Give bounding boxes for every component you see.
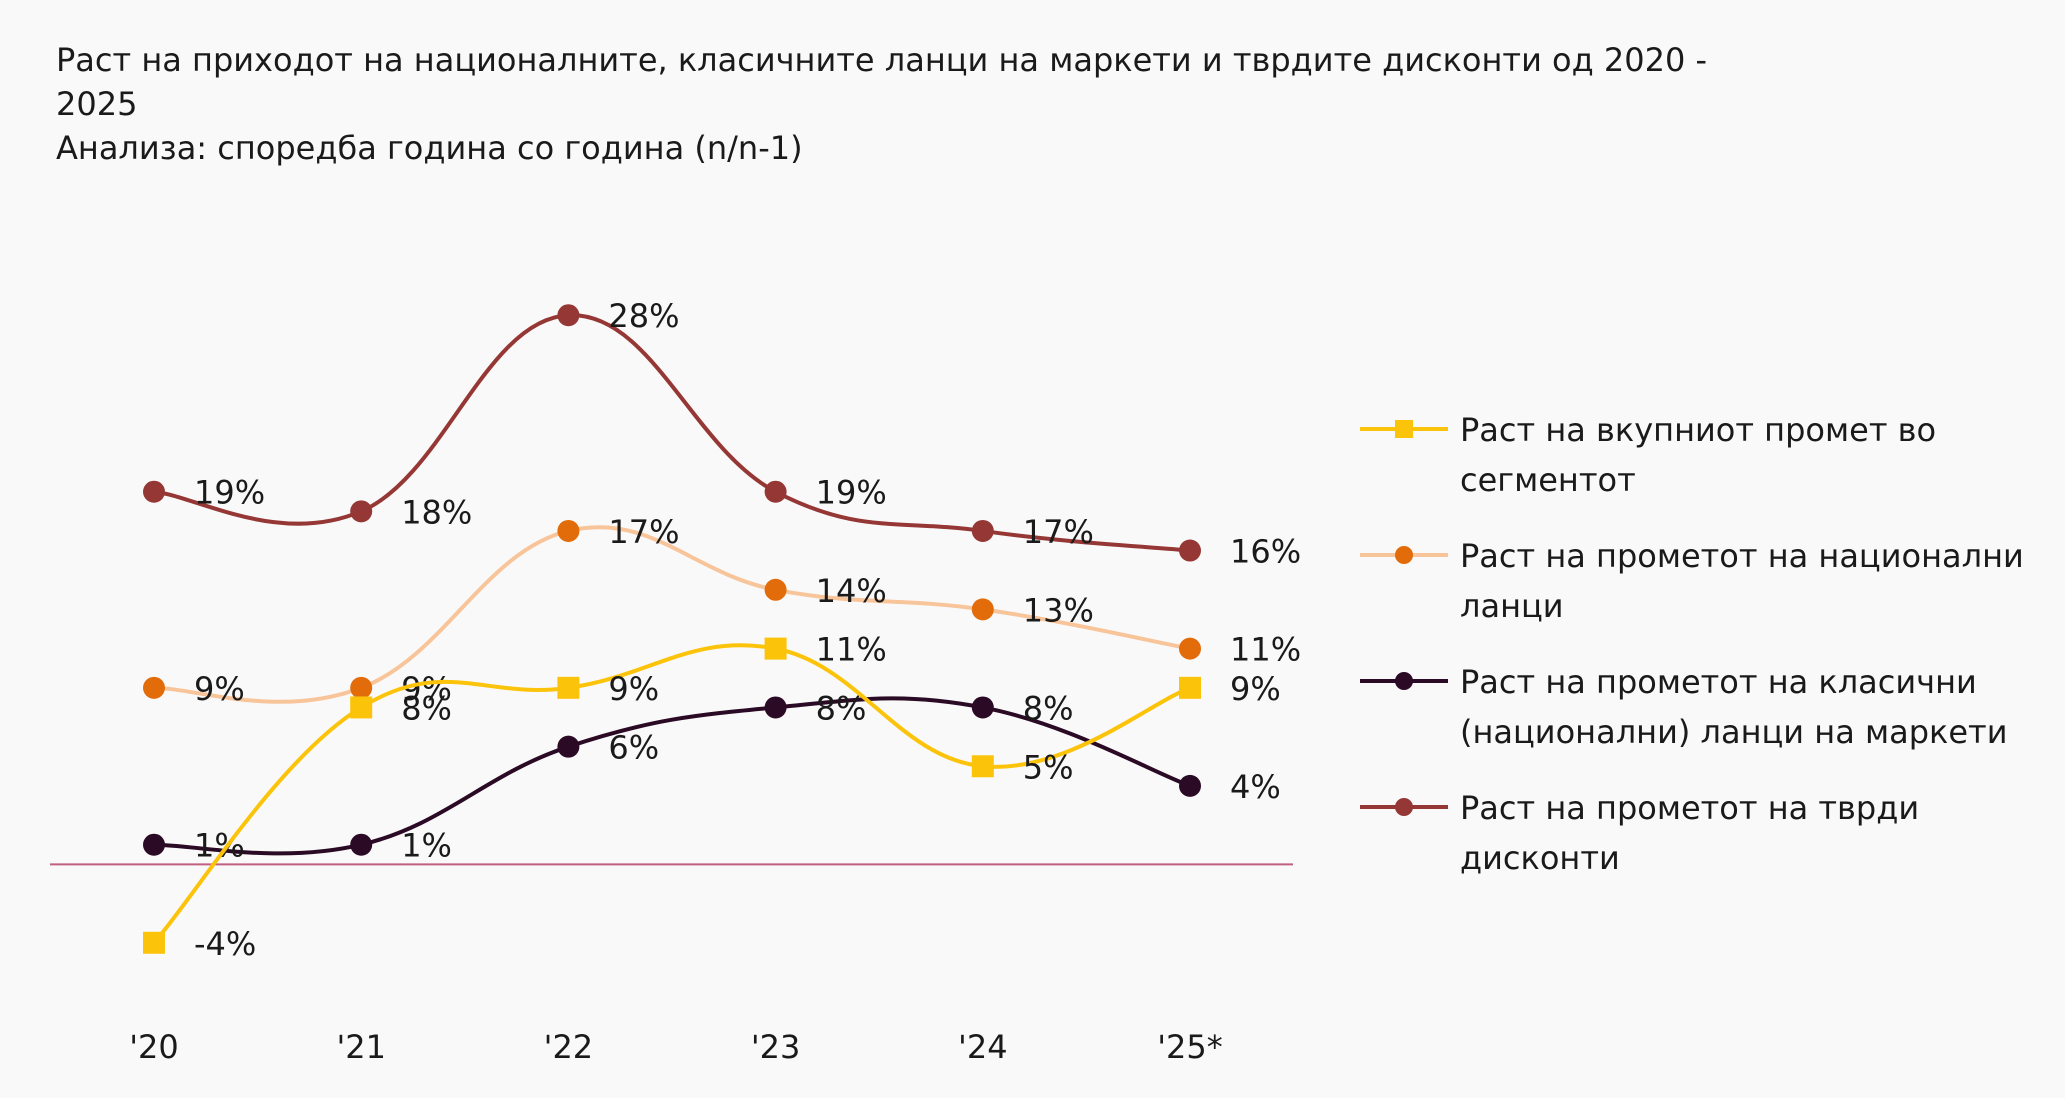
chart-title: Раст на приходот на националните, класич… xyxy=(56,38,1756,170)
data-label: 17% xyxy=(1023,513,1094,551)
series-line xyxy=(152,643,1191,945)
data-label: 16% xyxy=(1230,533,1301,571)
data-point-marker xyxy=(764,578,787,601)
data-label: 9% xyxy=(608,670,659,708)
data-point-marker xyxy=(350,676,373,699)
data-label: -4% xyxy=(194,925,256,963)
data-point-marker xyxy=(971,755,994,778)
legend-item-national-chains: Раст на прометот на национални ланци xyxy=(1360,531,2060,631)
x-tick-label: '25* xyxy=(1157,1028,1223,1066)
data-label: 11% xyxy=(1230,631,1301,669)
legend-label: Раст на прометот на класични xyxy=(1460,663,1977,701)
data-label: 9% xyxy=(1230,670,1281,708)
data-label: 6% xyxy=(608,729,659,767)
title-line-1: Раст на приходот на националните, класич… xyxy=(56,41,1708,79)
data-point-marker xyxy=(971,519,994,542)
legend-label: ланци xyxy=(1460,587,1564,625)
legend-label: Раст на прометот на национални xyxy=(1460,537,2024,575)
data-point-marker xyxy=(971,696,994,719)
data-label: 19% xyxy=(816,474,887,512)
data-label: 11% xyxy=(816,631,887,669)
x-tick-label: '21 xyxy=(336,1028,386,1066)
data-point-marker xyxy=(350,833,373,856)
data-point-marker xyxy=(557,519,580,542)
data-label: 9% xyxy=(401,670,452,708)
data-label: 8% xyxy=(401,689,452,727)
data-label: 13% xyxy=(1023,591,1094,629)
title-line-2: 2025 xyxy=(56,85,138,123)
data-label: 9% xyxy=(194,670,245,708)
data-label: 28% xyxy=(608,297,679,335)
data-label: 8% xyxy=(816,689,867,727)
data-point-marker xyxy=(764,696,787,719)
legend-item-classic-chains: Раст на прометот на класични (национални… xyxy=(1360,657,2060,757)
legend-item-total: Раст на вкупниот промет во сегментот xyxy=(1360,405,2060,505)
data-point-marker xyxy=(557,735,580,758)
data-point-marker xyxy=(764,637,787,660)
data-label: 19% xyxy=(194,474,265,512)
data-point-marker xyxy=(1179,676,1201,699)
data-point-marker xyxy=(1179,539,1201,562)
data-point-marker xyxy=(557,304,580,327)
data-point-marker xyxy=(143,480,165,503)
title-line-3: Анализа: споредба година со година (n/n-… xyxy=(56,129,803,167)
x-tick-label: '22 xyxy=(544,1028,594,1066)
data-label: 5% xyxy=(1023,748,1074,786)
data-label: 1% xyxy=(401,827,452,865)
data-point-marker xyxy=(557,676,580,699)
legend-label: (национални) ланци на маркети xyxy=(1460,713,2008,751)
legend-item-hard-discounters: Раст на прометот на тврди дисконти xyxy=(1360,783,2060,883)
data-point-marker xyxy=(143,833,165,856)
legend-label: Раст на вкупниот промет во xyxy=(1460,411,1937,449)
data-label: 14% xyxy=(816,572,887,610)
legend-label: Раст на прометот на тврди xyxy=(1460,789,1920,827)
legend: Раст на вкупниот промет во сегментот Рас… xyxy=(1360,405,2060,909)
data-label: 18% xyxy=(401,493,472,531)
data-point-marker xyxy=(143,676,165,699)
series-line xyxy=(153,696,1191,856)
legend-label: дисконти xyxy=(1460,839,1620,877)
x-tick-label: '24 xyxy=(958,1028,1008,1066)
data-point-marker xyxy=(764,480,787,503)
data-point-marker xyxy=(1179,774,1201,797)
data-point-marker xyxy=(350,500,373,523)
data-point-marker xyxy=(143,931,165,954)
data-point-marker xyxy=(971,598,994,621)
data-label: 4% xyxy=(1230,768,1281,806)
data-point-marker xyxy=(350,696,373,719)
data-label: 8% xyxy=(1023,689,1074,727)
x-tick-label: '20 xyxy=(129,1028,179,1066)
x-tick-label: '23 xyxy=(751,1028,801,1066)
series-line xyxy=(153,525,1191,704)
data-point-marker xyxy=(1179,637,1201,660)
data-label: 17% xyxy=(608,513,679,551)
legend-label: сегментот xyxy=(1460,461,1636,499)
